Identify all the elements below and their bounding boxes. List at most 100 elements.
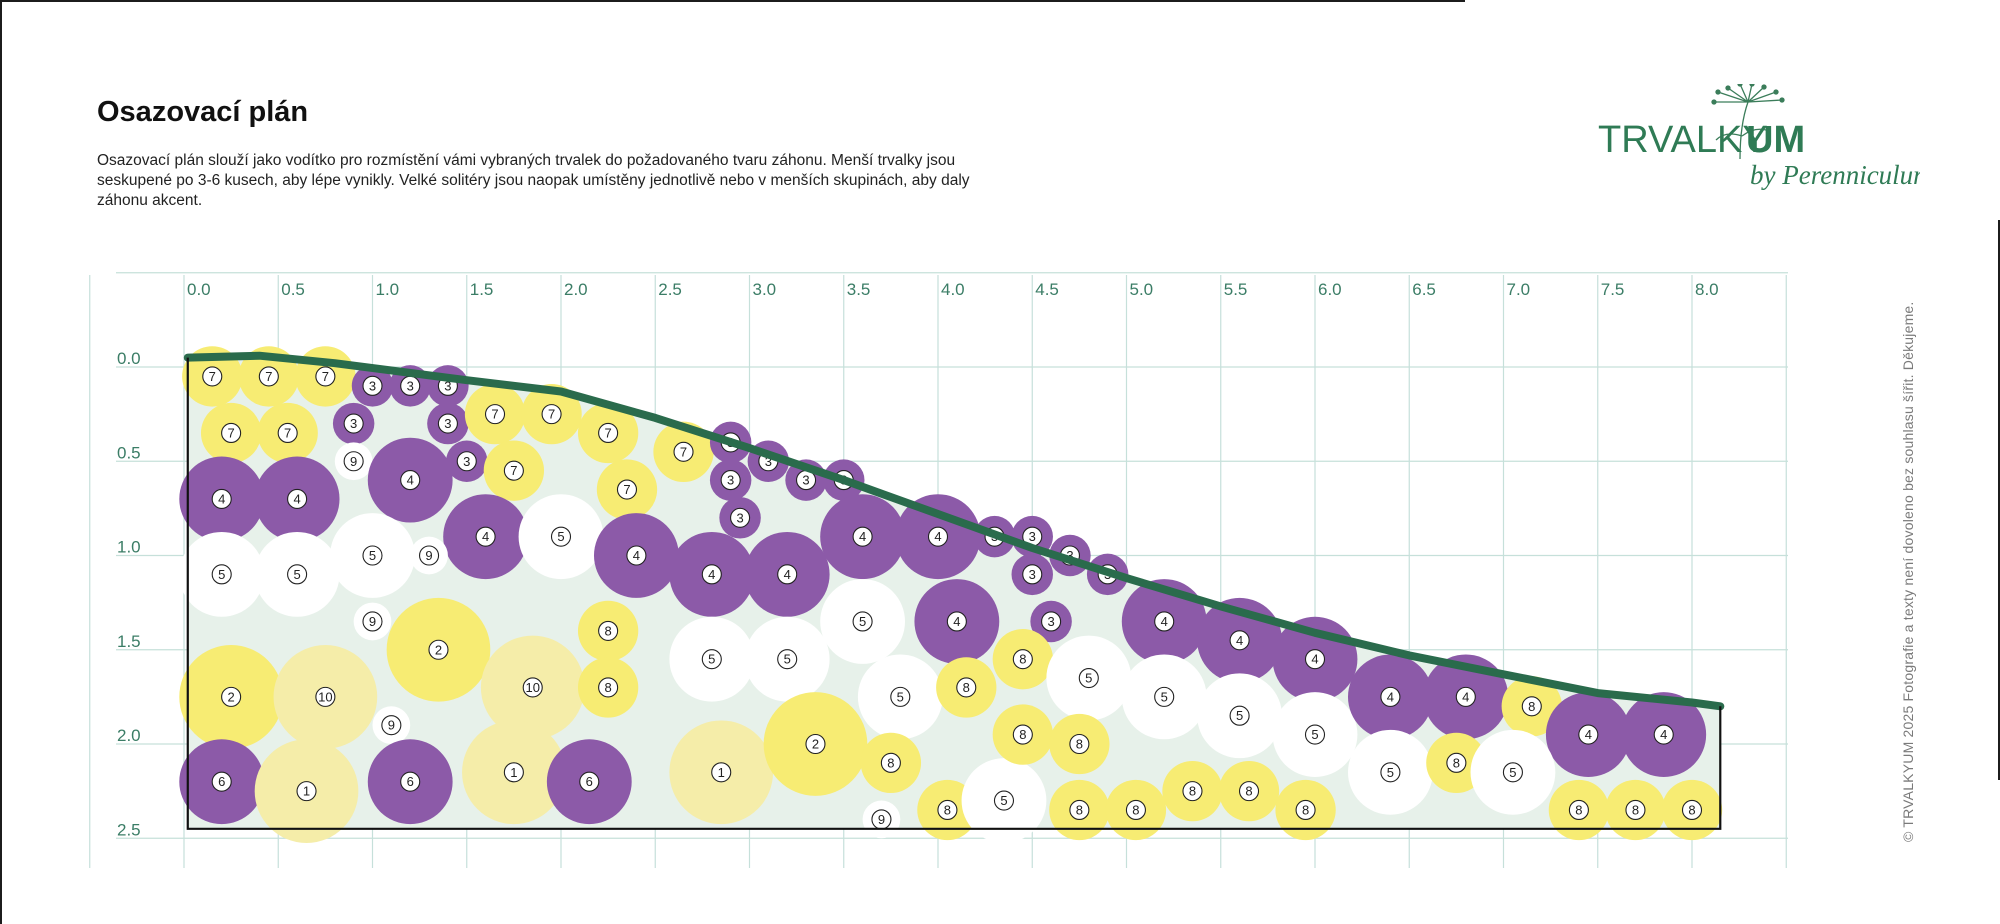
plant-number: 8	[1575, 802, 1582, 817]
plant-yellow: 8	[1049, 713, 1110, 775]
plant-number: 3	[802, 473, 809, 488]
plant-badge	[1304, 724, 1326, 745]
plant-pale_yellow: 1	[254, 739, 359, 843]
plant-yellow: 8	[1105, 779, 1167, 841]
plant-number: 4	[1161, 614, 1168, 629]
plant-badge	[315, 686, 336, 707]
plant-white: 5	[1347, 729, 1433, 815]
plant-pale_yellow: 1	[462, 720, 566, 825]
x-tick-label: 0.0	[187, 280, 211, 299]
plant-number: 9	[425, 548, 432, 563]
plant-yellow: 7	[464, 383, 526, 445]
plant-yellow: 7	[483, 440, 545, 501]
plant-badge	[701, 649, 722, 670]
plant-badge	[1154, 611, 1175, 632]
plant-badge	[475, 526, 496, 547]
logo-brand-left: TRVALKY	[1598, 119, 1768, 161]
plant-badge	[343, 413, 364, 434]
plant-number: 8	[963, 680, 970, 695]
plant-number: 4	[1236, 633, 1243, 648]
plant-number: 4	[293, 491, 300, 506]
plant-number: 5	[1236, 708, 1243, 723]
plant-number: 7	[209, 369, 216, 384]
plant-badge	[1069, 799, 1090, 821]
plant-purple: 4	[669, 531, 755, 617]
plant-number: 3	[369, 378, 376, 393]
plant-badge	[1182, 781, 1203, 802]
plant-number: 3	[444, 378, 451, 393]
plant-number: 4	[784, 567, 791, 582]
plant-badge	[1521, 696, 1542, 717]
plant-number: 5	[1161, 689, 1168, 704]
page-title: Osazovací plán	[97, 96, 309, 128]
plant-purple: 4	[1347, 654, 1433, 740]
plant-number: 9	[388, 718, 395, 733]
plant-white: 5	[961, 758, 1047, 843]
plant-badge	[598, 422, 619, 444]
plant-number: 8	[605, 623, 612, 638]
x-tick-label: 0.5	[281, 280, 305, 299]
logo-tagline: by Perenniculum	[1750, 160, 1920, 190]
plant-badge	[1295, 799, 1316, 821]
plant-badge	[541, 404, 562, 425]
plant-badge	[202, 366, 223, 387]
plant-badge	[1229, 705, 1250, 726]
plant-yellow: 7	[200, 402, 262, 464]
plant-number: 3	[736, 510, 743, 525]
plant-badge	[852, 526, 873, 547]
plant-badge	[437, 413, 458, 434]
y-tick-label: 0.0	[117, 349, 141, 368]
plant-badge	[428, 639, 449, 660]
plant-badge	[362, 545, 383, 566]
plant-yellow: 7	[521, 383, 582, 445]
plant-badge	[1012, 724, 1033, 745]
plant-yellow: 2	[763, 692, 868, 796]
plant-number: 7	[510, 463, 517, 478]
plant-number: 8	[944, 802, 951, 817]
plant-purple: 3	[1011, 553, 1053, 596]
plant-badge	[852, 611, 873, 632]
plant-number: 8	[1632, 802, 1639, 817]
plant-badge	[381, 715, 402, 736]
plant-number: 8	[1245, 784, 1252, 799]
plant-purple: 4	[443, 494, 529, 580]
plant-yellow: 7	[295, 346, 356, 407]
plant-white: 5	[1272, 692, 1358, 777]
plant-purple: 3	[427, 402, 469, 445]
plant-number: 6	[586, 774, 593, 789]
plant-purple: 6	[546, 739, 632, 825]
plant-number: 8	[887, 755, 894, 770]
plant-number: 5	[369, 548, 376, 563]
plant-yellow: 8	[1605, 779, 1666, 841]
plant-badge	[400, 470, 421, 491]
y-tick-label: 2.0	[117, 726, 141, 745]
plant-badge	[287, 488, 308, 510]
plant-badge	[522, 677, 543, 698]
plant-badge	[343, 451, 364, 472]
plant-purple: 4	[1545, 692, 1631, 777]
plant-purple: 3	[351, 365, 394, 407]
intro-text: Osazovací plán slouží jako vodítko pro r…	[97, 152, 970, 209]
axis-ticks: 0.0 0.5 1.0 1.5 2.0 2.5 3.0 3.5 4.0 4.5 5.0 5.5 6.0 6…	[117, 280, 1719, 839]
plant-badge	[880, 752, 901, 773]
plant-number: 5	[784, 652, 791, 667]
plants: 7 7 7 3 3 3 7 7 3 3 7 7 7 9 3 7 7 7 3 3 3 3 3 4 4 4 3 4 5 4 5 9 5 5 4 4 4 4 3 3…	[179, 346, 1723, 843]
plant-badge	[362, 611, 383, 632]
plant-purple: 4	[744, 531, 830, 617]
copyright-note: © TRVALKYUM 2025 Fotografie a texty není…	[1900, 301, 1916, 842]
plant-yellow: 8	[860, 732, 922, 794]
plant-badge	[1078, 667, 1099, 689]
plant-badge	[211, 488, 232, 510]
plant-number: 7	[548, 407, 555, 422]
plant-pale_yellow: 10	[273, 645, 378, 749]
plant-white: 9	[862, 800, 901, 839]
y-tick-label: 2.5	[117, 820, 141, 839]
plant-number: 3	[1029, 567, 1036, 582]
flower-umbel-icon	[1711, 84, 1785, 160]
x-tick-label: 6.0	[1318, 280, 1342, 299]
plant-number: 1	[718, 765, 725, 780]
plant-number: 4	[859, 529, 866, 544]
y-tick-label: 1.0	[117, 538, 141, 557]
plant-yellow: 8	[577, 657, 639, 718]
plant-number: 8	[1132, 802, 1139, 817]
